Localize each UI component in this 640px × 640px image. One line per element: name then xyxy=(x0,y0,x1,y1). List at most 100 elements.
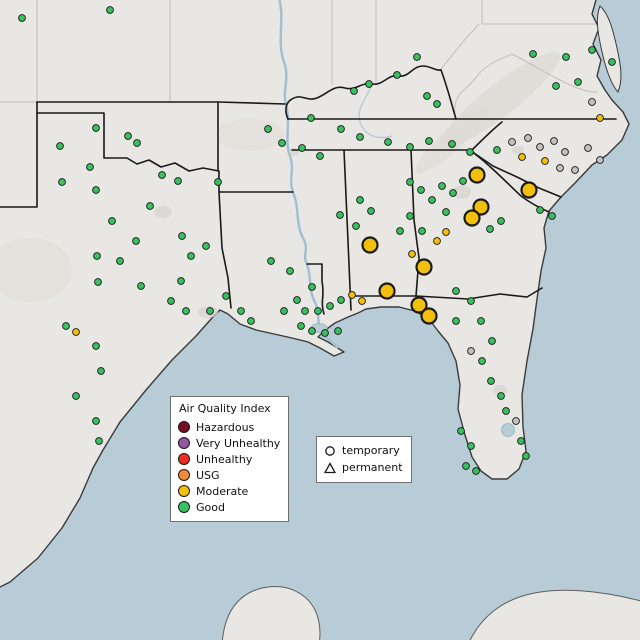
monitor-marker[interactable] xyxy=(301,307,309,315)
monitor-marker[interactable] xyxy=(478,357,486,365)
temporary-monitor-marker[interactable] xyxy=(463,209,481,227)
temporary-monitor-marker[interactable] xyxy=(378,282,396,300)
monitor-marker[interactable] xyxy=(493,146,501,154)
monitor-marker[interactable] xyxy=(334,327,342,335)
monitor-marker[interactable] xyxy=(588,98,596,106)
monitor-marker[interactable] xyxy=(72,392,80,400)
monitor-marker[interactable] xyxy=(202,242,210,250)
monitor-marker[interactable] xyxy=(237,307,245,315)
monitor-marker[interactable] xyxy=(487,377,495,385)
monitor-marker[interactable] xyxy=(365,80,373,88)
monitor-marker[interactable] xyxy=(596,156,604,164)
monitor-marker[interactable] xyxy=(393,71,401,79)
temporary-monitor-marker[interactable] xyxy=(520,181,538,199)
monitor-marker[interactable] xyxy=(92,417,100,425)
monitor-marker[interactable] xyxy=(321,329,329,337)
monitor-marker[interactable] xyxy=(406,212,414,220)
monitor-marker[interactable] xyxy=(106,6,114,14)
monitor-marker[interactable] xyxy=(423,92,431,100)
monitor-marker[interactable] xyxy=(497,217,505,225)
monitor-marker[interactable] xyxy=(536,206,544,214)
monitor-marker[interactable] xyxy=(58,178,66,186)
monitor-marker[interactable] xyxy=(95,437,103,445)
monitor-marker[interactable] xyxy=(459,177,467,185)
monitor-marker[interactable] xyxy=(18,14,26,22)
monitor-marker[interactable] xyxy=(433,237,441,245)
monitor-marker[interactable] xyxy=(206,307,214,315)
monitor-marker[interactable] xyxy=(92,342,100,350)
monitor-marker[interactable] xyxy=(529,50,537,58)
monitor-marker[interactable] xyxy=(596,114,604,122)
monitor-marker[interactable] xyxy=(584,144,592,152)
monitor-marker[interactable] xyxy=(158,171,166,179)
monitor-marker[interactable] xyxy=(477,317,485,325)
monitor-marker[interactable] xyxy=(472,467,480,475)
monitor-marker[interactable] xyxy=(286,267,294,275)
monitor-marker[interactable] xyxy=(62,322,70,330)
monitor-marker[interactable] xyxy=(336,211,344,219)
monitor-marker[interactable] xyxy=(108,217,116,225)
monitor-marker[interactable] xyxy=(97,367,105,375)
monitor-marker[interactable] xyxy=(137,282,145,290)
monitor-marker[interactable] xyxy=(132,237,140,245)
temporary-monitor-marker[interactable] xyxy=(468,166,486,184)
monitor-marker[interactable] xyxy=(467,442,475,450)
monitor-marker[interactable] xyxy=(337,296,345,304)
monitor-marker[interactable] xyxy=(588,46,596,54)
monitor-marker[interactable] xyxy=(174,177,182,185)
monitor-marker[interactable] xyxy=(524,134,532,142)
monitor-marker[interactable] xyxy=(417,186,425,194)
monitor-marker[interactable] xyxy=(552,82,560,90)
monitor-marker[interactable] xyxy=(116,257,124,265)
temporary-monitor-marker[interactable] xyxy=(410,296,428,314)
monitor-marker[interactable] xyxy=(222,292,230,300)
monitor-marker[interactable] xyxy=(574,78,582,86)
temporary-monitor-marker[interactable] xyxy=(415,258,433,276)
monitor-marker[interactable] xyxy=(352,222,360,230)
monitor-marker[interactable] xyxy=(356,133,364,141)
monitor-marker[interactable] xyxy=(308,327,316,335)
monitor-marker[interactable] xyxy=(467,297,475,305)
monitor-marker[interactable] xyxy=(442,228,450,236)
monitor-marker[interactable] xyxy=(561,148,569,156)
monitor-marker[interactable] xyxy=(536,143,544,151)
monitor-marker[interactable] xyxy=(214,178,222,186)
monitor-marker[interactable] xyxy=(367,207,375,215)
monitor-marker[interactable] xyxy=(486,225,494,233)
monitor-marker[interactable] xyxy=(522,452,530,460)
monitor-marker[interactable] xyxy=(348,291,356,299)
monitor-marker[interactable] xyxy=(541,157,549,165)
monitor-marker[interactable] xyxy=(167,297,175,305)
monitor-marker[interactable] xyxy=(418,227,426,235)
monitor-marker[interactable] xyxy=(182,307,190,315)
monitor-marker[interactable] xyxy=(571,166,579,174)
monitor-marker[interactable] xyxy=(452,287,460,295)
monitor-marker[interactable] xyxy=(93,252,101,260)
monitor-marker[interactable] xyxy=(438,182,446,190)
monitor-marker[interactable] xyxy=(264,125,272,133)
monitor-marker[interactable] xyxy=(413,53,421,61)
monitor-marker[interactable] xyxy=(550,137,558,145)
monitor-marker[interactable] xyxy=(177,277,185,285)
monitor-marker[interactable] xyxy=(350,87,358,95)
monitor-marker[interactable] xyxy=(92,186,100,194)
monitor-marker[interactable] xyxy=(94,278,102,286)
monitor-marker[interactable] xyxy=(316,152,324,160)
monitor-marker[interactable] xyxy=(442,208,450,216)
monitor-marker[interactable] xyxy=(72,328,80,336)
monitor-marker[interactable] xyxy=(267,257,275,265)
monitor-marker[interactable] xyxy=(406,178,414,186)
monitor-marker[interactable] xyxy=(512,417,520,425)
monitor-marker[interactable] xyxy=(307,114,315,122)
monitor-marker[interactable] xyxy=(358,297,366,305)
monitor-marker[interactable] xyxy=(56,142,64,150)
monitor-marker[interactable] xyxy=(280,307,288,315)
monitor-marker[interactable] xyxy=(178,232,186,240)
monitor-marker[interactable] xyxy=(467,347,475,355)
monitor-marker[interactable] xyxy=(326,302,334,310)
monitor-marker[interactable] xyxy=(449,189,457,197)
temporary-monitor-marker[interactable] xyxy=(361,236,379,254)
monitor-marker[interactable] xyxy=(337,125,345,133)
monitor-marker[interactable] xyxy=(508,138,516,146)
monitor-marker[interactable] xyxy=(187,252,195,260)
